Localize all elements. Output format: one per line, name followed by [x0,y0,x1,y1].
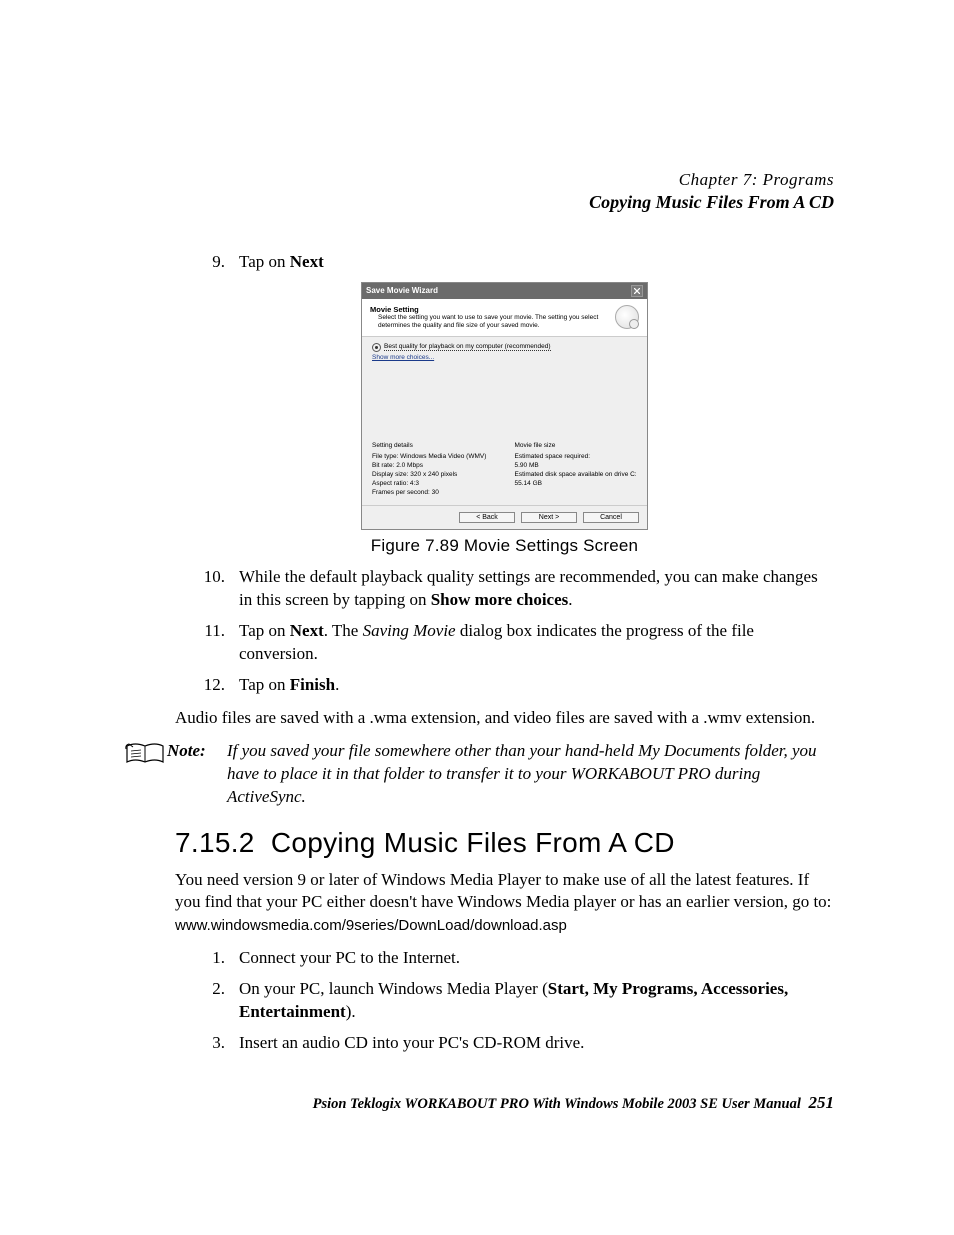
wizard-details: Setting details File type: Windows Media… [362,437,647,506]
close-icon[interactable] [631,285,643,297]
setting-details-col: Setting details File type: Windows Media… [372,441,495,498]
back-button[interactable]: < Back [459,512,515,523]
audio-para: Audio files are saved with a .wma extens… [175,707,834,730]
step-body: Tap on Finish. [239,674,834,697]
file-size-col: Movie file size Estimated space required… [515,441,638,498]
figure-caption: Figure 7.89 Movie Settings Screen [175,536,834,556]
wizard-footer: < Back Next > Cancel [362,505,647,529]
file-size-heading: Movie file size [515,441,638,450]
step-number: 10. [175,566,239,612]
step-9: 9. Tap on Next [175,251,834,274]
section-title: Copying Music Files From A CD [271,827,675,858]
wizard-section-desc: Select the setting you want to use to sa… [370,314,615,330]
step-body: Insert an audio CD into your PC's CD-ROM… [239,1032,834,1055]
list-item: 11.Tap on Next. The Saving Movie dialog … [175,620,834,666]
chapter-line: Chapter 7: Programs [175,170,834,190]
step-body: Tap on Next. The Saving Movie dialog box… [239,620,834,666]
list-item: 2.On your PC, launch Windows Media Playe… [175,978,834,1024]
wizard-header: Movie Setting Select the setting you wan… [362,299,647,337]
show-more-choices-link[interactable]: Show more choices... [372,354,434,361]
step-number: 12. [175,674,239,697]
note-body: If you saved your file somewhere other t… [227,740,834,809]
page-header: Chapter 7: Programs Copying Music Files … [175,170,834,213]
radio-icon [372,343,381,352]
step-body: On your PC, launch Windows Media Player … [239,978,834,1024]
next-button[interactable]: Next > [521,512,577,523]
detail-line: Aspect ratio: 4:3 [372,479,495,488]
step-number: 11. [175,620,239,666]
detail-line: 5.90 MB [515,461,638,470]
book-icon [125,740,167,773]
detail-line: File type: Windows Media Video (WMV) [372,452,495,461]
step-text: Tap on [239,252,290,271]
list-item: 3.Insert an audio CD into your PC's CD-R… [175,1032,834,1055]
film-reel-icon [615,305,639,329]
detail-line: Estimated space required: [515,452,638,461]
wizard-body: Best quality for playback on my computer… [362,337,647,437]
intro-text: You need version 9 or later of Windows M… [175,870,831,912]
header-title: Copying Music Files From A CD [175,192,834,213]
list-item: 10.While the default playback quality se… [175,566,834,612]
detail-line: Frames per second: 30 [372,488,495,497]
step-number: 9. [175,251,239,274]
quality-radio-row[interactable]: Best quality for playback on my computer… [372,343,637,352]
setting-details-heading: Setting details [372,441,495,450]
list-item: 1.Connect your PC to the Internet. [175,947,834,970]
section-heading: 7.15.2 Copying Music Files From A CD [175,827,834,859]
radio-label: Best quality for playback on my computer… [384,343,551,351]
wizard-title-text: Save Movie Wizard [366,286,438,295]
cancel-button[interactable]: Cancel [583,512,639,523]
note-block: Note: If you saved your file somewhere o… [175,740,834,809]
wizard-section-title: Movie Setting [370,305,615,314]
detail-line: Display size: 320 x 240 pixels [372,470,495,479]
footer-text: Psion Teklogix WORKABOUT PRO With Window… [313,1096,801,1112]
list-item: 12.Tap on Finish. [175,674,834,697]
step-body: Connect your PC to the Internet. [239,947,834,970]
figure-wrap: Save Movie Wizard Movie Setting Select t… [175,282,834,530]
intro-para: You need version 9 or later of Windows M… [175,869,834,938]
save-movie-wizard: Save Movie Wizard Movie Setting Select t… [361,282,648,530]
step-body: While the default playback quality setti… [239,566,834,612]
step-number: 2. [175,978,239,1024]
intro-url: www.windowsmedia.com/9series/DownLoad/do… [175,917,567,934]
detail-line: Bit rate: 2.0 Mbps [372,461,495,470]
wizard-titlebar: Save Movie Wizard [362,283,647,299]
section-number: 7.15.2 [175,827,255,858]
detail-line: 55.14 GB [515,479,638,488]
step-number: 1. [175,947,239,970]
page-footer: Psion Teklogix WORKABOUT PRO With Window… [175,1093,834,1113]
step-bold: Next [290,252,324,271]
note-label: Note: [167,740,227,763]
detail-line: Estimated disk space available on drive … [515,470,638,479]
step-number: 3. [175,1032,239,1055]
step-body: Tap on Next [239,251,834,274]
footer-page-number: 251 [809,1093,835,1112]
